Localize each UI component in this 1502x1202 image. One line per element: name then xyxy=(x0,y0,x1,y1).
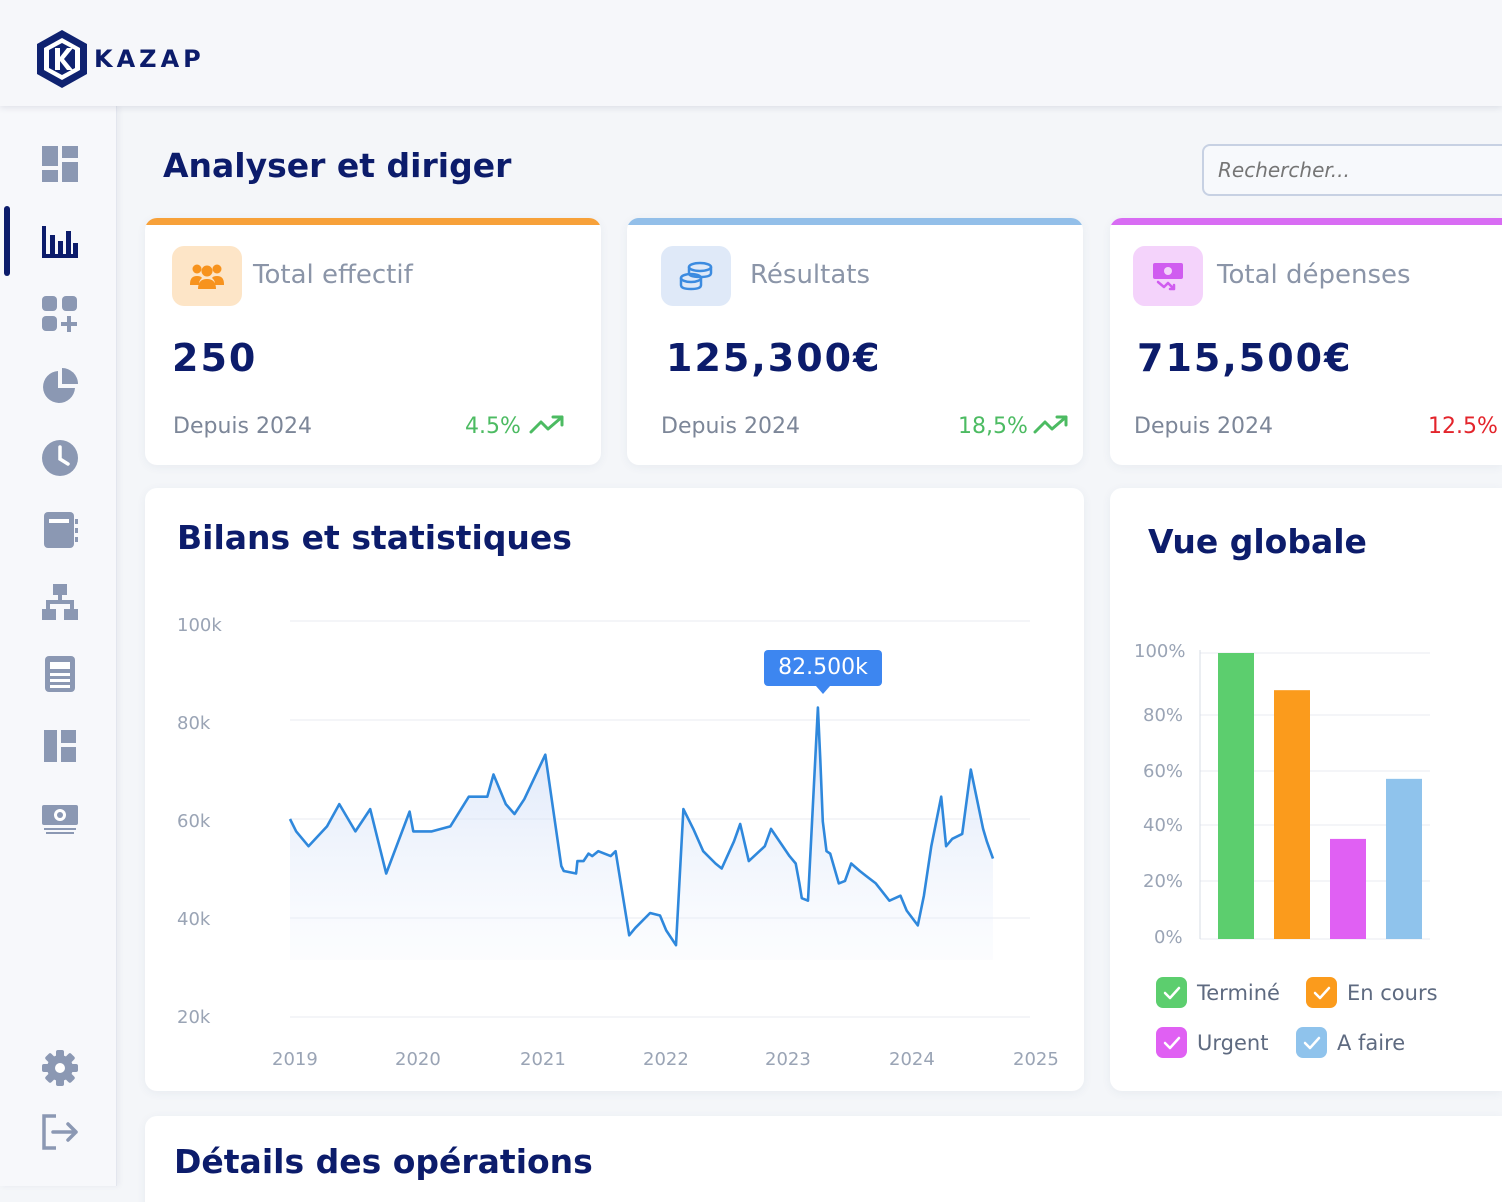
expense-icon xyxy=(1133,246,1203,306)
bar-2 xyxy=(1274,690,1310,939)
check-icon xyxy=(1306,977,1337,1008)
org-chart-icon[interactable] xyxy=(40,582,80,622)
stat-label: Total dépenses xyxy=(1217,260,1411,290)
legend-item-urgent[interactable]: Urgent xyxy=(1156,1027,1268,1058)
notebook-icon[interactable] xyxy=(40,510,80,550)
stat-since: Depuis 2024 xyxy=(1134,414,1273,439)
legend-item-termine[interactable]: Terminé xyxy=(1156,977,1280,1008)
stat-card-total-depenses: Total dépenses 715,500€ Depuis 2024 12.5… xyxy=(1110,218,1502,465)
y-tick-label: 20k xyxy=(177,1007,211,1028)
x-tick-label: 2024 xyxy=(889,1049,935,1070)
x-tick-label: 2022 xyxy=(643,1049,689,1070)
bar-1 xyxy=(1218,653,1254,939)
pie-chart-icon[interactable] xyxy=(40,366,80,406)
clock-icon[interactable] xyxy=(40,438,80,478)
y-tick-label: 80% xyxy=(1143,705,1184,726)
logout-icon[interactable] xyxy=(40,1112,80,1152)
stat-percentage: 4.5% xyxy=(465,414,521,439)
stat-since: Depuis 2024 xyxy=(173,414,312,439)
y-tick-label: 0% xyxy=(1154,927,1183,948)
sidebar xyxy=(0,106,117,1186)
y-tick-label: 40% xyxy=(1143,815,1184,836)
trend-up-icon xyxy=(1033,415,1068,434)
card-accent-bar xyxy=(627,218,1083,225)
chart-tooltip: 82.500k xyxy=(764,650,882,694)
document-icon[interactable] xyxy=(40,654,80,694)
stat-percentage: 18,5% xyxy=(958,414,1028,439)
stat-since: Depuis 2024 xyxy=(661,414,800,439)
bar-3 xyxy=(1330,838,1366,939)
x-tick-label: 2020 xyxy=(395,1049,441,1070)
y-tick-label: 20% xyxy=(1143,871,1184,892)
area-fill xyxy=(290,707,993,960)
check-icon xyxy=(1156,977,1187,1008)
users-icon xyxy=(172,246,242,306)
check-icon xyxy=(1296,1027,1327,1058)
stat-label: Résultats xyxy=(750,260,871,290)
trend-up-icon xyxy=(529,415,564,434)
details-card xyxy=(145,1116,1502,1202)
stat-card-resultats: Résultats 125,300€ Depuis 2024 18,5% xyxy=(627,218,1083,465)
y-tick-label: 60k xyxy=(177,811,211,832)
legend-item-a-faire[interactable]: A faire xyxy=(1296,1027,1405,1058)
bar-chart-title: Vue globale xyxy=(1148,522,1367,561)
y-tick-label: 100k xyxy=(177,615,222,636)
legend-label: Terminé xyxy=(1197,980,1280,1005)
page-title: Analyser et diriger xyxy=(163,146,512,185)
bar-4 xyxy=(1386,778,1422,939)
x-tick-label: 2025 xyxy=(1013,1049,1059,1070)
card-accent-bar xyxy=(1110,218,1502,225)
top-bar: KAZAP xyxy=(0,0,1502,106)
brand-name: KAZAP xyxy=(94,45,205,73)
dashboard-icon[interactable] xyxy=(40,144,80,184)
brand-logo[interactable]: KAZAP xyxy=(34,28,205,90)
y-tick-label: 80k xyxy=(177,713,211,734)
y-tick-label: 60% xyxy=(1143,761,1184,782)
x-tick-label: 2019 xyxy=(272,1049,318,1070)
kazap-logo-icon xyxy=(37,30,87,88)
x-tick-label: 2021 xyxy=(520,1049,566,1070)
stat-label: Total effectif xyxy=(253,260,413,290)
stat-card-total-effectif: Total effectif 250 Depuis 2024 4.5% xyxy=(145,218,601,465)
line-chart-title: Bilans et statistiques xyxy=(177,518,572,557)
details-title: Détails des opérations xyxy=(174,1142,593,1181)
legend-item-en-cours[interactable]: En cours xyxy=(1306,977,1438,1008)
bar-chart-icon[interactable] xyxy=(40,222,80,262)
legend-label: En cours xyxy=(1347,980,1438,1005)
money-icon[interactable] xyxy=(40,796,80,836)
y-tick-label: 100% xyxy=(1134,641,1186,662)
y-tick-label: 40k xyxy=(177,909,211,930)
active-indicator xyxy=(4,206,10,276)
stat-value: 250 xyxy=(172,336,258,380)
stat-value: 125,300€ xyxy=(666,336,882,380)
add-widget-icon[interactable] xyxy=(40,294,80,334)
line-chart-card xyxy=(145,488,1084,1091)
coins-icon xyxy=(661,246,731,306)
card-accent-bar xyxy=(145,218,601,225)
series-line xyxy=(288,706,995,947)
settings-icon[interactable] xyxy=(40,1048,80,1088)
search-input[interactable] xyxy=(1202,144,1502,196)
stat-value: 715,500€ xyxy=(1137,336,1353,380)
stat-percentage: 12.5% xyxy=(1428,414,1498,439)
layout-icon[interactable] xyxy=(40,726,80,766)
check-icon xyxy=(1156,1027,1187,1058)
legend-label: Urgent xyxy=(1197,1030,1269,1055)
x-tick-label: 2023 xyxy=(765,1049,811,1070)
legend-label: A faire xyxy=(1337,1030,1406,1055)
